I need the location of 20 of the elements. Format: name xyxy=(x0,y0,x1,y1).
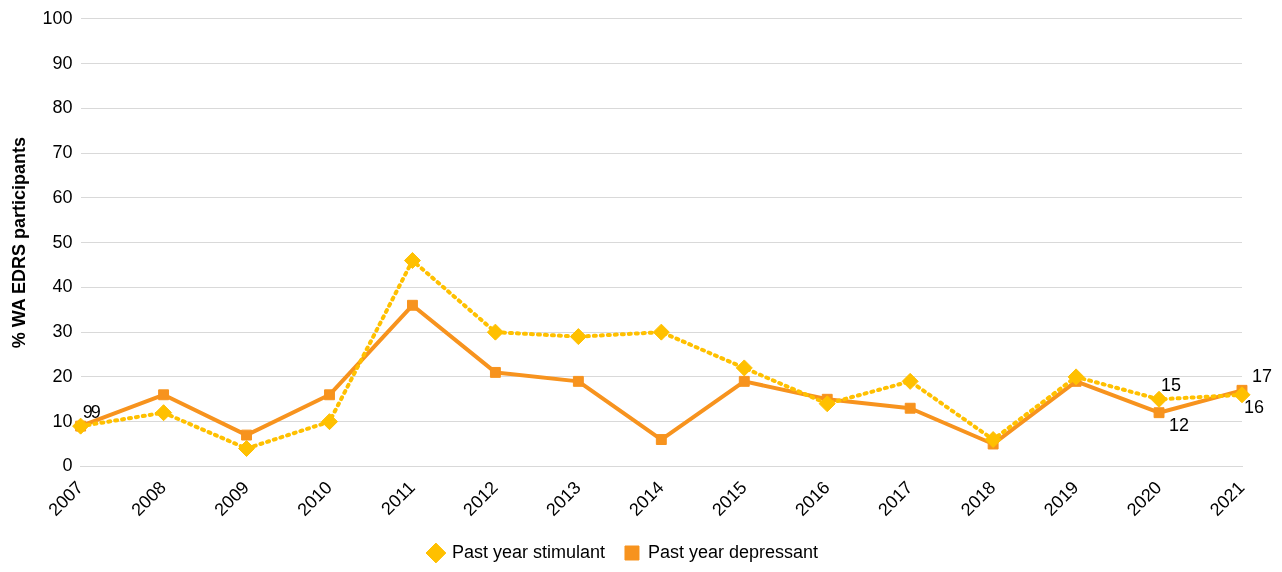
data-label: 16 xyxy=(1244,396,1265,417)
y-tick-label: 50 xyxy=(52,231,73,252)
y-tick-label: 80 xyxy=(52,97,73,118)
data-label: 17 xyxy=(1252,366,1273,387)
data-label: 9 xyxy=(82,402,93,423)
y-tick-label: 90 xyxy=(52,52,73,73)
y-tick-label: 30 xyxy=(52,321,73,342)
data-label: 15 xyxy=(1161,375,1182,396)
y-tick-label: 40 xyxy=(52,276,73,297)
y-tick-label: 20 xyxy=(52,365,73,386)
data-label: 12 xyxy=(1169,414,1190,435)
legend-label: Past year stimulant xyxy=(451,541,605,562)
y-tick-label: 10 xyxy=(52,410,73,431)
y-tick-label: 60 xyxy=(52,186,73,207)
y-axis-title: % WA EDRS participants xyxy=(8,136,29,349)
legend-label: Past year depressant xyxy=(647,541,819,562)
y-tick-label: 0 xyxy=(62,455,73,476)
y-tick-label: 100 xyxy=(42,7,73,28)
data-label: 9 xyxy=(90,402,101,423)
y-tick-label: 70 xyxy=(52,142,73,163)
